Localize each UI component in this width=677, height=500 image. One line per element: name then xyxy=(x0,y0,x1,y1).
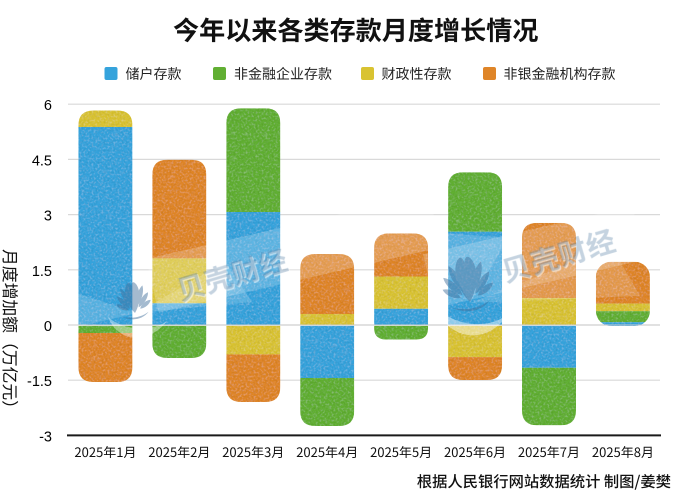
svg-text:3: 3 xyxy=(44,209,52,225)
svg-text:-1.5: -1.5 xyxy=(27,374,52,390)
svg-text:4.5: 4.5 xyxy=(32,153,52,169)
svg-text:1.5: 1.5 xyxy=(32,264,52,280)
svg-text:-3: -3 xyxy=(39,429,52,445)
svg-text:6: 6 xyxy=(44,98,52,114)
svg-text:0: 0 xyxy=(44,319,52,335)
